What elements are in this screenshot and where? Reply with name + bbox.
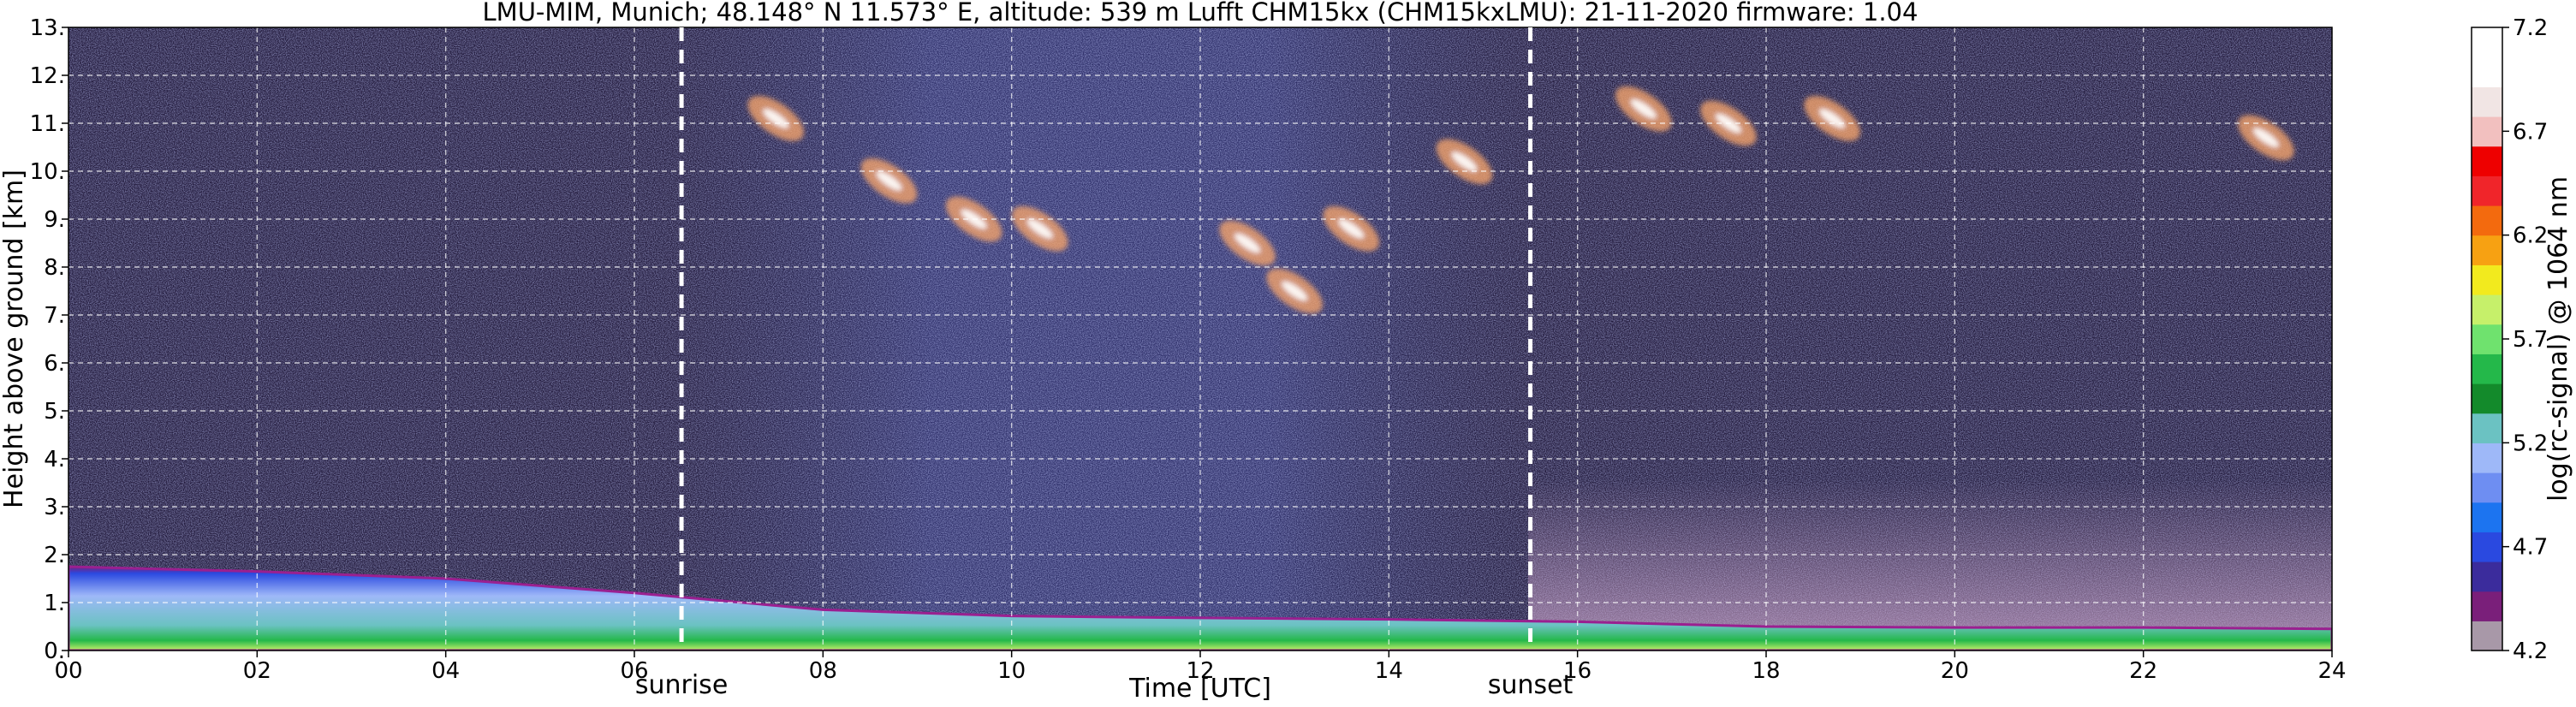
cirrus-core xyxy=(1282,281,1308,301)
x-tick-label: 24 xyxy=(2317,658,2346,684)
colorbar-segment xyxy=(2472,294,2502,325)
colorbar-segment xyxy=(2472,443,2502,473)
x-tick-label: 14 xyxy=(1375,658,1403,684)
y-tick-label: 1. xyxy=(44,591,65,616)
colorbar-segment xyxy=(2472,413,2502,443)
colorbar-segment xyxy=(2472,116,2502,147)
cirrus-core xyxy=(1338,218,1365,239)
cirrus-core xyxy=(1234,233,1261,253)
annotations: sunrise sunset xyxy=(635,27,1574,700)
colorbar-segment xyxy=(2472,175,2502,206)
colorbar-segment xyxy=(2472,324,2502,354)
boundary-layer-group xyxy=(68,565,2332,651)
colorbar-segment xyxy=(2472,561,2502,592)
y-tick-label: 7. xyxy=(44,303,65,329)
y-tick-label: 5. xyxy=(44,399,65,425)
colorbar-tick-label: 6.7 xyxy=(2513,119,2548,145)
y-tick-label: 4. xyxy=(44,447,65,472)
x-tick-label: 00 xyxy=(54,658,82,684)
x-tick-label: 10 xyxy=(997,658,1026,684)
y-tick-label: 2. xyxy=(44,543,65,568)
cirrus-core xyxy=(1630,98,1657,119)
y-tick-label: 11. xyxy=(30,111,65,137)
x-tick-label: 06 xyxy=(620,658,648,684)
sunrise-label: sunrise xyxy=(635,670,728,700)
colorbar-tick-label: 5.7 xyxy=(2513,327,2548,353)
night-haze xyxy=(1528,479,2332,651)
x-tick-label: 22 xyxy=(2129,658,2157,684)
cirrus-core xyxy=(2252,128,2280,148)
plot-area xyxy=(68,27,2332,651)
y-tick-label: 13. xyxy=(30,15,65,41)
y-tick-label: 10. xyxy=(30,159,65,185)
chart-title: LMU-MIM, Munich; 48.148° N 11.573° E, al… xyxy=(483,0,1919,27)
cirrus-core xyxy=(876,170,902,191)
colorbar-label: log(rc-signal) @ 1064 nm xyxy=(2543,176,2573,502)
x-tick-label: 12 xyxy=(1186,658,1214,684)
cirrus-group xyxy=(747,86,2294,314)
colorbar-segment xyxy=(2472,264,2502,295)
colorbar-segment xyxy=(2472,146,2502,176)
colorbar-segment xyxy=(2472,86,2502,117)
y-tick-label: 6. xyxy=(44,351,65,377)
colorbar-tick-label: 4.2 xyxy=(2513,639,2548,664)
y-axis-label: Height above ground [km] xyxy=(0,169,29,508)
x-tick-label: 08 xyxy=(809,658,837,684)
colorbar-segment xyxy=(2472,502,2502,532)
y-tick-label: 9. xyxy=(44,207,65,233)
x-tick-label: 16 xyxy=(1563,658,1591,684)
colorbar-segment xyxy=(2472,56,2502,87)
y-axis-ticks: 0. 1. 2. 3. 4. 5. 6. 7. 8. 9. 10. 11. 12. 13. xyxy=(30,15,68,664)
colorbar-segment xyxy=(2472,591,2502,621)
x-axis-ticks: 00 02 04 06 08 10 12 14 16 18 20 22 24 xyxy=(54,651,2347,684)
x-tick-label: 04 xyxy=(431,658,460,684)
sunset-label: sunset xyxy=(1488,670,1574,700)
colorbar-segment xyxy=(2472,383,2502,414)
cirrus-core xyxy=(1818,108,1846,128)
colorbar-segment xyxy=(2472,235,2502,265)
y-tick-label: 0. xyxy=(44,639,65,664)
x-axis-label: Time [UTC] xyxy=(1128,674,1271,704)
y-tick-label: 3. xyxy=(44,495,65,520)
colorbar-tick-label: 6.2 xyxy=(2513,223,2548,249)
x-tick-label: 18 xyxy=(1752,658,1780,684)
colorbar-segment xyxy=(2472,354,2502,384)
colorbar-segment xyxy=(2472,532,2502,562)
cirrus-core xyxy=(1026,218,1053,239)
y-tick-label: 12. xyxy=(30,63,65,89)
colorbar-tick-label: 5.2 xyxy=(2513,431,2548,456)
x-tick-label: 20 xyxy=(1941,658,1969,684)
colorbar-segment xyxy=(2472,205,2502,236)
x-tick-label: 02 xyxy=(243,658,271,684)
grid-lines xyxy=(68,27,2332,651)
colorbar-segment xyxy=(2472,472,2502,503)
cirrus-core xyxy=(1451,152,1478,172)
y-tick-label: 8. xyxy=(44,255,65,281)
cirrus-core xyxy=(763,108,789,128)
colorbar-segment xyxy=(2472,621,2502,651)
colorbar-segment xyxy=(2472,27,2502,58)
colorbar-tick-label: 4.7 xyxy=(2513,535,2548,561)
colorbar-tick-label: 7.2 xyxy=(2513,15,2548,41)
colorbar: 4.2 4.7 5.2 5.7 6.2 6.7 7.2 xyxy=(2471,15,2548,664)
boundary-layer-band xyxy=(68,565,2332,651)
